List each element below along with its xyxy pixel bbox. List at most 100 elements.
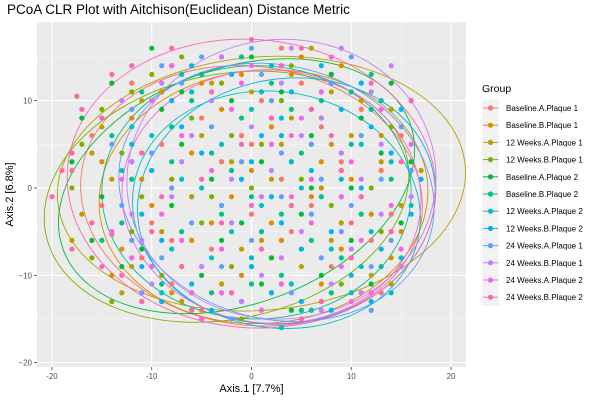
legend-item: 12 Weeks.B.Plaque 1 <box>482 151 583 169</box>
data-point <box>79 211 85 217</box>
y-tick-label: −20 <box>18 359 32 368</box>
data-point <box>109 71 115 78</box>
data-point <box>358 115 364 121</box>
data-point <box>278 89 285 95</box>
data-point <box>388 211 394 217</box>
data-point <box>139 194 145 200</box>
data-point <box>378 176 384 182</box>
data-point <box>348 141 354 147</box>
data-point <box>218 106 225 112</box>
data-point <box>318 98 324 104</box>
data-point <box>338 167 344 174</box>
data-point <box>129 237 135 243</box>
data-point <box>368 185 374 191</box>
data-point <box>248 255 255 261</box>
data-point <box>169 202 175 209</box>
data-point <box>398 263 404 270</box>
data-point <box>169 237 175 243</box>
data-point <box>308 194 314 200</box>
data-point <box>368 307 374 313</box>
data-point <box>268 124 275 130</box>
data-point <box>268 220 275 226</box>
data-point <box>109 132 115 139</box>
data-point <box>258 98 265 104</box>
data-point <box>248 141 255 147</box>
data-point <box>278 211 285 217</box>
data-point <box>378 290 384 296</box>
data-point <box>238 54 245 60</box>
data-point <box>268 290 275 296</box>
data-point <box>228 229 235 235</box>
legend-key-point <box>487 139 494 145</box>
data-point <box>228 290 235 296</box>
data-point <box>348 272 354 278</box>
data-point <box>278 176 285 182</box>
data-point <box>149 98 155 104</box>
data-point <box>288 229 295 235</box>
data-point <box>248 63 255 69</box>
data-point <box>318 115 324 121</box>
data-point <box>328 246 334 252</box>
data-point <box>258 141 265 147</box>
data-point <box>228 167 235 174</box>
data-point <box>348 220 354 226</box>
data-point <box>248 106 255 112</box>
data-point <box>228 98 235 104</box>
data-point <box>248 124 255 130</box>
data-point <box>228 176 235 182</box>
data-point <box>149 71 155 78</box>
data-point <box>348 255 354 261</box>
data-points <box>49 36 424 331</box>
data-point <box>308 141 314 147</box>
data-point <box>328 229 334 235</box>
data-point <box>189 307 195 313</box>
data-point <box>308 106 314 112</box>
data-point <box>248 159 255 165</box>
data-point <box>408 211 414 217</box>
data-point <box>308 132 314 139</box>
data-point <box>208 150 215 156</box>
data-point <box>398 132 404 139</box>
data-point <box>179 124 185 130</box>
data-point <box>199 272 205 278</box>
data-point <box>179 159 185 165</box>
data-point <box>398 159 404 165</box>
data-point <box>228 316 235 322</box>
data-point <box>278 98 285 104</box>
data-point <box>159 281 165 287</box>
data-point <box>238 132 245 139</box>
data-point <box>119 98 125 104</box>
data-point <box>199 132 205 139</box>
data-point <box>368 89 374 95</box>
legend-label: 24 Weeks.A.Plaque 1 <box>506 242 583 251</box>
data-point <box>238 80 245 86</box>
data-point <box>159 141 165 147</box>
data-point <box>348 202 354 209</box>
data-point <box>358 194 364 200</box>
data-point <box>398 229 404 235</box>
data-point <box>368 106 374 112</box>
y-tick-label: −10 <box>18 271 32 280</box>
legend-key-point <box>487 294 494 300</box>
data-point <box>129 263 135 270</box>
data-point <box>199 316 205 322</box>
data-point <box>139 211 145 217</box>
legend-label: 12 Weeks.A.Plaque 1 <box>506 138 583 147</box>
data-point <box>268 115 275 121</box>
data-point <box>378 141 384 147</box>
axis-ticks: -20 -10 0 10 20 −20 −10 0 10 <box>18 97 456 381</box>
data-point <box>298 211 304 217</box>
data-point <box>149 202 155 209</box>
data-point <box>398 246 404 252</box>
data-point <box>348 54 354 60</box>
y-tick-label: 0 <box>28 184 33 193</box>
legend-item: Baseline.A.Plaque 2 <box>482 168 579 186</box>
data-point <box>149 132 155 139</box>
data-point <box>218 263 225 270</box>
data-point <box>199 176 205 182</box>
data-point <box>308 211 314 217</box>
data-point <box>69 150 75 156</box>
data-point <box>258 237 265 243</box>
data-point <box>328 80 334 86</box>
data-point <box>159 211 165 217</box>
